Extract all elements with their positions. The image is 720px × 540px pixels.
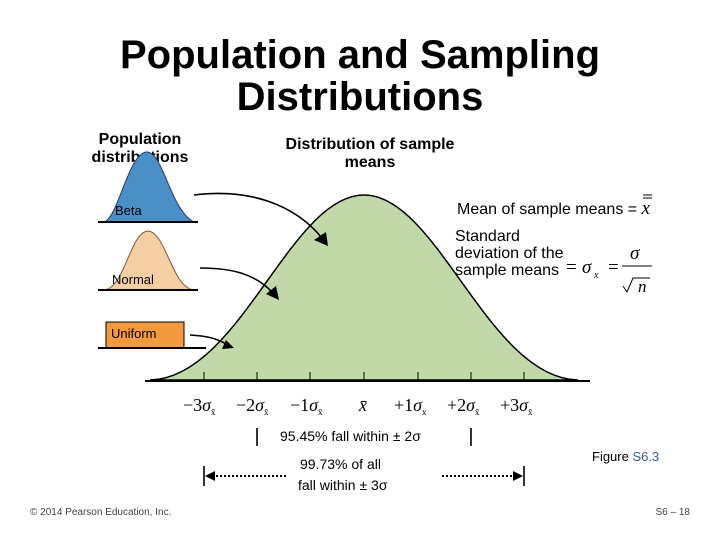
- normal-distribution: [103, 230, 195, 291]
- beta-distribution: [103, 151, 195, 223]
- svg-text:x̄: x̄: [358, 395, 367, 415]
- sample-means-distribution-label: Distribution of sample means: [285, 136, 455, 171]
- arrowheads: [222, 232, 328, 349]
- svg-text:+3σx̄: +3σx̄: [500, 395, 533, 417]
- standard-deviation-label: Standard deviation of the sample means: [455, 228, 564, 279]
- mean-of-sample-means-label: Mean of sample means = x: [380, 198, 650, 220]
- fall99-span: [203, 466, 525, 486]
- svg-text:+1σx: +1σx: [394, 395, 427, 417]
- uniform-label: Uniform: [111, 326, 157, 341]
- svg-text:σ: σ: [582, 257, 592, 278]
- page-title: Population and Sampling Distributions: [120, 33, 600, 119]
- figure-caption: Figure S6.3: [592, 449, 659, 464]
- sd-formula: = σ x = σ n: [566, 243, 652, 296]
- fall95-bracket: [256, 428, 472, 446]
- mean-label-text: Mean of sample means =: [457, 201, 642, 218]
- axis-tick-labels: −3σx̄ −2σx̄ −1σx̄ x̄ +1σx +2σx̄ +3σx̄: [183, 395, 533, 417]
- fall99-label-line1: 99.73% of all: [300, 456, 381, 472]
- svg-text:−1σx̄: −1σx̄: [290, 395, 323, 417]
- fall99-arrowheads: [205, 471, 523, 481]
- arrows: [189, 192, 323, 345]
- svg-text:=: =: [566, 257, 577, 278]
- fall95-label: 95.45% fall within ± 2σ: [280, 428, 421, 444]
- axis-tick-marks: [203, 372, 525, 381]
- figure-number: S6.3: [632, 449, 660, 464]
- normal-label: Normal: [112, 272, 154, 287]
- svg-text:−2σx̄: −2σx̄: [236, 395, 269, 417]
- x-symbol: x: [641, 198, 650, 219]
- figure-prefix: Figure: [592, 449, 633, 464]
- copyright: © 2014 Pearson Education, Inc.: [30, 507, 172, 518]
- svg-text:σ: σ: [630, 243, 640, 264]
- svg-text:x: x: [593, 270, 599, 281]
- sampling-distribution-curve: [149, 194, 579, 381]
- svg-text:n: n: [638, 277, 647, 296]
- svg-text:+2σx̄: +2σx̄: [447, 395, 480, 417]
- svg-text:−3σx̄: −3σx̄: [183, 395, 216, 417]
- fall99-label-line2: fall within ± 3σ: [298, 477, 388, 493]
- svg-text:=: =: [608, 257, 619, 278]
- x-double-bar: [643, 194, 652, 199]
- beta-label: Beta: [115, 203, 142, 218]
- page-number: S6 – 18: [655, 507, 690, 518]
